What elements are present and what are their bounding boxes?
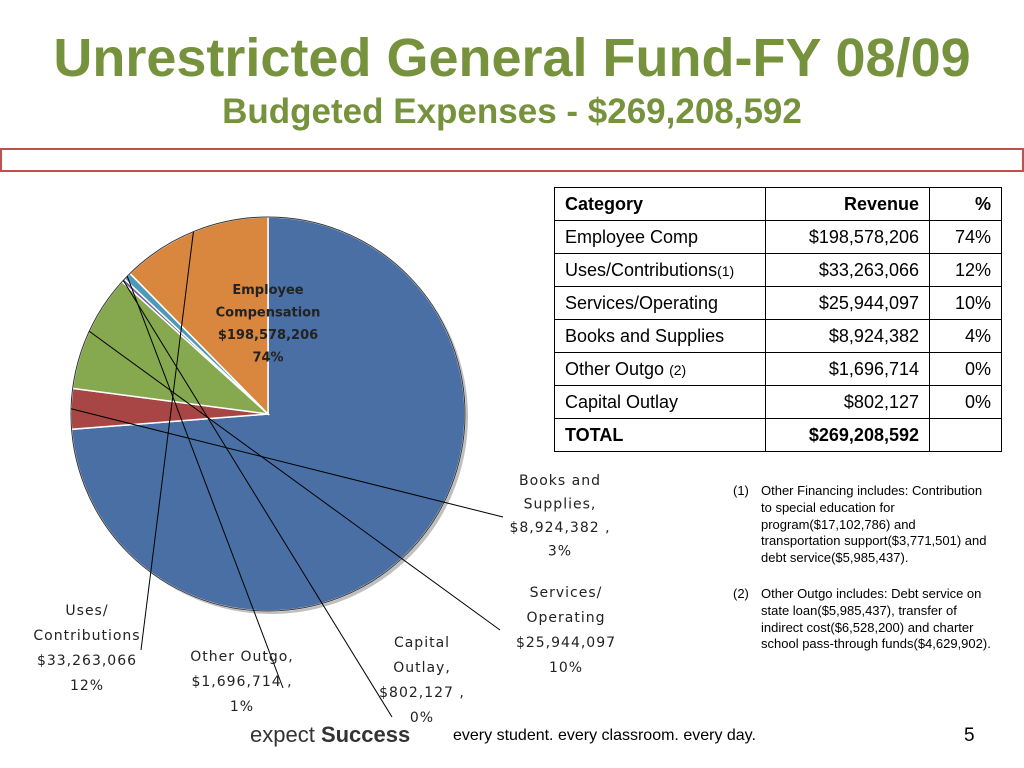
note-ref: (2) bbox=[669, 361, 687, 378]
category-text: Capital Outlay bbox=[565, 391, 679, 412]
table-row: Uses/Contributions(1) $33,263,066 12% bbox=[554, 253, 1002, 287]
row-category: Uses/Contributions(1) bbox=[554, 253, 766, 287]
row-percent: 4% bbox=[929, 319, 1002, 353]
slide-title: Unrestricted General Fund-FY 08/09 bbox=[53, 28, 971, 88]
footnote-text: Other Financing includes: Contribution t… bbox=[761, 483, 987, 566]
category-text: Books and Supplies bbox=[565, 325, 725, 346]
leader-line bbox=[140, 231, 194, 651]
footnote-text: Other Outgo includes: Debt service on st… bbox=[761, 586, 991, 652]
footnote-number: (2) bbox=[733, 586, 749, 601]
budget-table: Category Revenue % Employee Comp $198,57… bbox=[554, 187, 1002, 452]
category-text: Uses/Contributions bbox=[565, 259, 718, 280]
row-percent: 10% bbox=[929, 286, 1002, 320]
table-total-row: TOTAL $269,208,592 bbox=[554, 418, 1002, 452]
note-ref: (1) bbox=[717, 262, 735, 279]
total-label: TOTAL bbox=[554, 418, 766, 452]
row-category: Books and Supplies bbox=[554, 319, 766, 353]
row-category: Other Outgo (2) bbox=[554, 352, 766, 386]
row-revenue: $33,263,066 bbox=[765, 253, 930, 287]
column-header-category: Category bbox=[554, 187, 766, 221]
footer-logo: expect Success bbox=[250, 722, 410, 748]
leader-line bbox=[70, 408, 504, 518]
row-percent: 12% bbox=[929, 253, 1002, 287]
column-header-revenue: Revenue bbox=[765, 187, 930, 221]
row-revenue: $802,127 bbox=[765, 385, 930, 419]
logo-prefix: expect bbox=[250, 722, 321, 747]
pie-outline bbox=[70, 216, 466, 612]
table-row: Books and Supplies $8,924,382 4% bbox=[554, 319, 1002, 353]
total-revenue: $269,208,592 bbox=[765, 418, 930, 452]
expense-pie-chart: Employee Compensation $198,578,206 74% Books… bbox=[33, 216, 616, 726]
row-revenue: $8,924,382 bbox=[765, 319, 930, 353]
row-percent: 74% bbox=[929, 220, 1002, 254]
slide-subtitle: Budgeted Expenses - $269,208,592 bbox=[222, 92, 802, 131]
column-header-percent: % bbox=[929, 187, 1002, 221]
row-category: Capital Outlay bbox=[554, 385, 766, 419]
slice-label: Other Outgo, $1,696,714 , 1% bbox=[190, 649, 294, 715]
logo-bold: Success bbox=[320, 722, 411, 747]
row-revenue: $25,944,097 bbox=[765, 286, 930, 320]
table-header-row: Category Revenue % bbox=[554, 187, 1002, 221]
table-row: Employee Comp $198,578,206 74% bbox=[554, 220, 1002, 254]
table-row: Other Outgo (2) $1,696,714 0% bbox=[554, 352, 1002, 386]
table-row: Services/Operating $25,944,097 10% bbox=[554, 286, 1002, 320]
footnote-number: (1) bbox=[733, 483, 749, 498]
slice-label: Services/Operating $25,944,097 10% bbox=[516, 585, 616, 676]
row-revenue: $198,578,206 bbox=[765, 220, 930, 254]
leader-line bbox=[122, 280, 393, 718]
slice-label: Capital Outlay, $802,127 , 0% bbox=[379, 635, 465, 726]
slice-label: Uses/Contributions $33,263,066 12% bbox=[33, 603, 140, 694]
table-row: Capital Outlay $802,127 0% bbox=[554, 385, 1002, 419]
leader-line bbox=[126, 276, 284, 689]
row-category: Services/Operating bbox=[554, 286, 766, 320]
category-text: Services/Operating bbox=[565, 292, 719, 313]
total-percent bbox=[929, 418, 1002, 452]
category-text: Employee Comp bbox=[565, 226, 699, 247]
category-text: Other Outgo bbox=[565, 358, 670, 379]
footer-tagline: every student. every classroom. every da… bbox=[453, 727, 756, 744]
footnote-2: (2) Other Outgo includes: Debt service o… bbox=[733, 586, 995, 653]
row-percent: 0% bbox=[929, 385, 1002, 419]
row-percent: 0% bbox=[929, 352, 1002, 386]
row-revenue: $1,696,714 bbox=[765, 352, 930, 386]
leader-line bbox=[88, 330, 501, 631]
page-number: 5 bbox=[964, 725, 975, 746]
row-category: Employee Comp bbox=[554, 220, 766, 254]
divider-bar bbox=[0, 148, 1024, 172]
slice-label: Books and Supplies, $8,924,382 , 3% bbox=[509, 473, 610, 560]
slice-label: Employee Compensation $198,578,206 74% bbox=[216, 283, 321, 366]
footnote-1: (1) Other Financing includes: Contributi… bbox=[733, 483, 995, 567]
